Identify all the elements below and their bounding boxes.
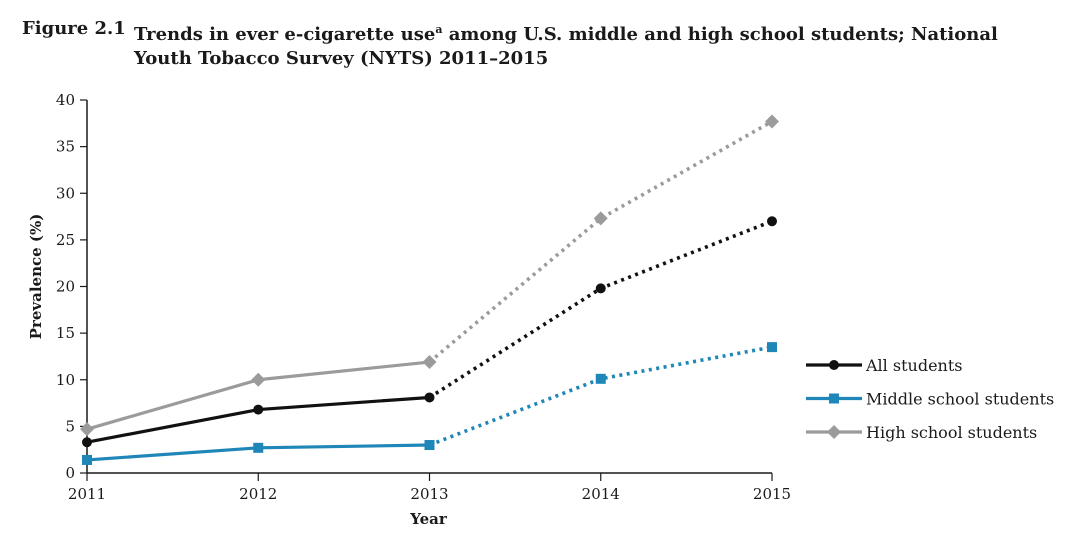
y-tick-label: 10 xyxy=(56,371,75,389)
legend-item-high-school-students: High school students xyxy=(806,423,1037,442)
series-high-school-students xyxy=(80,114,779,437)
data-point xyxy=(80,422,94,437)
figure-title-rest: among U.S. middle and high school studen… xyxy=(134,24,998,69)
series-line-solid xyxy=(86,360,430,431)
data-point xyxy=(82,454,92,465)
figure-title-main: Trends in ever e-cigarette use xyxy=(134,24,436,45)
y-tick-label: 15 xyxy=(56,324,75,342)
data-point xyxy=(422,355,437,370)
data-point xyxy=(595,373,606,384)
data-point xyxy=(253,404,264,415)
x-axis-title: Year xyxy=(409,510,448,528)
y-tick-label: 25 xyxy=(56,231,75,249)
series-line-dotted xyxy=(428,345,773,447)
y-tick-label: 30 xyxy=(56,184,75,202)
series-line-dotted xyxy=(428,119,773,364)
data-point xyxy=(424,440,435,451)
legend-label: High school students xyxy=(866,423,1037,442)
data-point xyxy=(251,372,266,387)
data-point xyxy=(424,392,435,403)
legend-marker xyxy=(829,360,839,370)
y-axis-title: Prevalence (%) xyxy=(27,214,45,340)
chart-legend: All students Middle school students High s… xyxy=(806,356,1054,442)
y-tick-label: 5 xyxy=(65,417,75,435)
chart-series xyxy=(80,114,779,465)
x-tick-label: 2014 xyxy=(582,485,620,503)
x-tick-label: 2011 xyxy=(68,485,106,503)
x-tick-label: 2012 xyxy=(239,485,277,503)
x-tick-label: 2015 xyxy=(753,485,791,503)
legend-label: All students xyxy=(865,356,962,375)
legend-label: Middle school students xyxy=(866,390,1054,409)
data-point xyxy=(253,442,264,453)
legend-item-all-students: All students xyxy=(806,356,962,375)
series-line-solid xyxy=(86,395,430,444)
y-tick-label: 35 xyxy=(56,138,75,156)
figure-title: Trends in ever e-cigarette usea among U.… xyxy=(134,18,1054,71)
data-point xyxy=(767,342,777,353)
legend-marker xyxy=(829,393,839,404)
y-tick-label: 20 xyxy=(56,278,75,296)
data-point xyxy=(593,211,608,226)
chart-axes: 0 5 10 15 20 25 30 35 40 2011 2012 2013 2014 2015 Year… xyxy=(27,91,791,528)
data-point xyxy=(767,216,777,227)
series-middle-school-students xyxy=(82,342,777,465)
data-point xyxy=(82,437,92,448)
figure-number: Figure 2.1 xyxy=(22,18,126,39)
figure-title-superscript: a xyxy=(435,23,443,36)
data-point xyxy=(595,283,606,294)
y-tick-label: 0 xyxy=(65,464,75,482)
legend-marker xyxy=(827,425,841,439)
x-tick-label: 2013 xyxy=(410,485,448,503)
data-point xyxy=(765,114,779,129)
series-all-students xyxy=(82,216,777,448)
legend-item-middle-school-students: Middle school students xyxy=(806,390,1054,409)
y-tick-label: 40 xyxy=(56,91,75,109)
series-line-dotted xyxy=(428,219,773,399)
